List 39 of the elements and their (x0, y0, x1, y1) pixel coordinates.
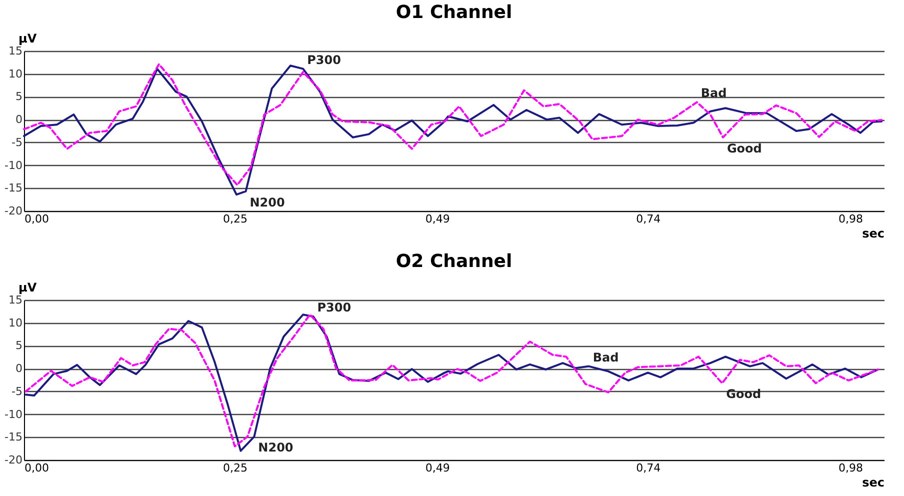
y-axis-title: μV (18, 280, 38, 294)
x-axis-title: sec (862, 476, 884, 490)
chart-title: O2 Channel (396, 251, 512, 272)
y-axis-title: μV (18, 32, 38, 46)
y-tick-label: 10 (8, 67, 22, 80)
x-tick-label: 0,49 (425, 212, 450, 226)
y-tick-label: 15 (8, 44, 22, 58)
y-tick-label: -15 (4, 430, 22, 444)
annotation: N200 (250, 195, 285, 210)
x-tick-label: 0,74 (636, 462, 661, 474)
x-tick-label: 0,25 (223, 212, 248, 226)
y-tick-label: 5 (16, 339, 22, 352)
annotation: Good (726, 141, 762, 156)
y-tick-label: -15 (4, 182, 22, 195)
x-axis-title: sec (862, 226, 884, 240)
annotation: N200 (258, 440, 294, 455)
y-tick-label: -5 (12, 136, 22, 149)
y-tick-label: -5 (12, 384, 22, 398)
y-tick-label: 0 (16, 362, 22, 376)
y-tick-label: 5 (16, 90, 22, 104)
x-tick-label: 0,49 (425, 462, 450, 474)
chart-title: O1 Channel (396, 2, 512, 23)
annotation: P300 (307, 52, 341, 67)
x-tick-label: 0,00 (24, 212, 49, 226)
y-tick-label: -10 (4, 408, 22, 421)
x-tick-label: 0,98 (838, 212, 864, 226)
annotation: Bad (700, 86, 727, 100)
annotation: Bad (592, 350, 619, 364)
y-tick-label: 0 (16, 113, 22, 126)
y-tick-label: 10 (8, 316, 22, 330)
x-tick-label: 0,98 (838, 462, 864, 474)
y-tick-label: -20 (4, 454, 22, 466)
y-tick-label: -10 (4, 158, 22, 172)
x-tick-label: 0,00 (24, 462, 49, 474)
y-tick-label: -20 (4, 204, 22, 218)
x-tick-label: 0,25 (223, 462, 248, 474)
x-tick-label: 0,74 (636, 212, 661, 226)
y-tick-label: 15 (8, 294, 22, 306)
annotation: P300 (317, 300, 352, 314)
